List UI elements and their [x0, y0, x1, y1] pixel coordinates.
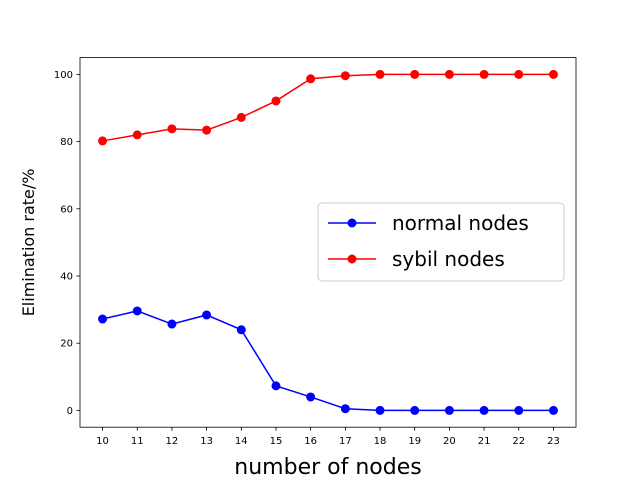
data-point-normal-nodes: [132, 306, 142, 316]
data-point-normal-nodes: [202, 310, 212, 320]
data-point-normal-nodes: [444, 405, 454, 415]
x-tick-label: 19: [408, 436, 421, 447]
x-tick-label: 13: [200, 436, 213, 447]
data-point-sybil-nodes: [479, 69, 489, 79]
data-point-normal-nodes: [340, 404, 350, 414]
data-point-sybil-nodes: [375, 69, 385, 79]
x-tick-label: 21: [478, 436, 491, 447]
x-tick-label: 10: [96, 436, 109, 447]
x-tick-label: 12: [166, 436, 179, 447]
x-tick-label: 23: [547, 436, 560, 447]
y-tick-label: 0: [67, 406, 73, 417]
y-tick-label: 20: [60, 339, 73, 350]
data-point-normal-nodes: [236, 325, 246, 335]
x-tick-label: 20: [443, 436, 456, 447]
data-point-normal-nodes: [375, 405, 385, 415]
x-tick-label: 16: [304, 436, 317, 447]
data-point-normal-nodes: [410, 405, 420, 415]
legend: normal nodes sybil nodes: [317, 202, 565, 282]
series-line-sybil-nodes: [102, 73, 554, 142]
y-tick-label: 60: [60, 204, 73, 215]
x-tick-label: 14: [235, 436, 248, 447]
x-tick-label: 18: [374, 436, 387, 447]
x-axis-title: number of nodes: [234, 455, 421, 480]
y-tick-label: 100: [54, 70, 73, 81]
data-point-sybil-nodes: [167, 124, 177, 134]
data-point-normal-nodes: [306, 392, 316, 402]
data-point-sybil-nodes: [236, 112, 246, 122]
x-tick-label: 17: [339, 436, 352, 447]
data-point-sybil-nodes: [340, 71, 350, 81]
data-point-normal-nodes: [98, 314, 108, 324]
x-tick-label: 22: [512, 436, 525, 447]
legend-label-sybil-nodes: sybil nodes: [392, 247, 505, 271]
x-tick-label: 15: [270, 436, 283, 447]
series-line-normal-nodes: [102, 310, 554, 412]
x-axis-ticks: 10 11 12 13 14 15 16 17 18 19 20 21 22 23: [96, 427, 560, 447]
series-layer: [98, 69, 558, 415]
y-axis-title: Elimination rate/%: [19, 168, 38, 316]
data-point-sybil-nodes: [410, 69, 420, 79]
data-point-sybil-nodes: [444, 69, 454, 79]
legend-marker-sybil-nodes: [347, 254, 357, 264]
legend-label-normal-nodes: normal nodes: [392, 211, 529, 235]
y-axis-ticks: 0 20 40 60 80 100: [54, 70, 80, 417]
data-point-normal-nodes: [271, 381, 281, 391]
legend-box: [317, 202, 565, 282]
y-tick-label: 40: [60, 272, 73, 283]
data-point-normal-nodes: [479, 405, 489, 415]
data-point-sybil-nodes: [271, 96, 281, 106]
data-point-sybil-nodes: [306, 74, 316, 84]
legend-marker-normal-nodes: [347, 218, 357, 228]
data-point-normal-nodes: [167, 319, 177, 329]
data-point-normal-nodes: [548, 405, 558, 415]
data-point-sybil-nodes: [548, 69, 558, 79]
x-tick-label: 11: [131, 436, 144, 447]
data-point-sybil-nodes: [514, 69, 524, 79]
data-point-sybil-nodes: [98, 136, 108, 146]
data-point-sybil-nodes: [202, 125, 212, 135]
data-point-normal-nodes: [514, 405, 524, 415]
data-point-sybil-nodes: [132, 130, 142, 140]
plot-frame: [79, 57, 577, 428]
y-tick-label: 80: [60, 137, 73, 148]
